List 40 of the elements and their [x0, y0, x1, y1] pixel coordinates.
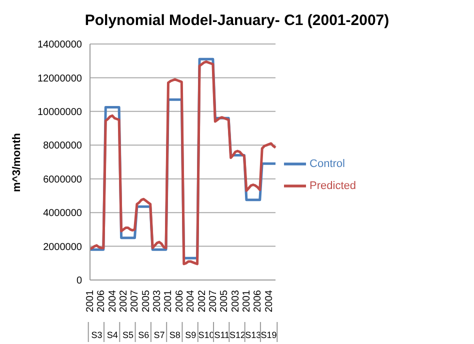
- text: S12: [230, 330, 246, 340]
- y-tick-label: 10000000: [38, 106, 82, 118]
- text: S10: [198, 330, 214, 340]
- text: S3: [91, 330, 102, 340]
- x-tick-label: 2002: [196, 290, 208, 312]
- x-tick-label: 2002: [118, 290, 130, 312]
- text: S8: [169, 330, 180, 340]
- y-tick-label: 6000000: [43, 174, 82, 186]
- text: S19: [260, 330, 277, 340]
- legend-label: Control: [310, 158, 345, 170]
- x-tick-label: 2003: [152, 290, 164, 312]
- x-tick-label: 2007: [208, 290, 219, 312]
- x-tick-label: 2004: [186, 290, 197, 312]
- text: S11: [214, 330, 230, 340]
- text: S6: [138, 330, 150, 340]
- x-tick-label: 2003: [230, 290, 242, 312]
- x-tick-label: 2007: [130, 290, 141, 312]
- y-tick-label: 4000000: [43, 208, 82, 220]
- y-tick-label: 14000000: [38, 40, 82, 51]
- y-tick-label: 0: [76, 276, 82, 287]
- text: S5: [122, 330, 134, 340]
- x-tick-label: 2001: [241, 290, 252, 312]
- x-tick-label: 2006: [174, 290, 186, 312]
- y-tick-label: 8000000: [43, 140, 82, 152]
- x-tick-label: 2004: [107, 290, 118, 312]
- text: S9: [185, 330, 196, 340]
- x-tick-label: 2001: [163, 290, 174, 312]
- text: S4: [106, 330, 118, 340]
- x-tick-label: 2006: [96, 290, 108, 312]
- y-axis-title: m^3/month: [10, 132, 23, 192]
- x-tick-label: 2001: [85, 290, 96, 312]
- legend-label: Predicted: [310, 180, 356, 192]
- x-tick-label: 2004: [264, 290, 275, 312]
- chart-title: Polynomial Model-January- C1 (2001-2007): [84, 12, 390, 29]
- x-tick-label: 2005: [140, 290, 152, 312]
- text: S7: [154, 330, 165, 340]
- y-tick-label: 2000000: [43, 242, 82, 253]
- x-tick-label: 2006: [252, 290, 264, 312]
- y-tick-label: 12000000: [38, 73, 82, 84]
- x-tick-label: 2005: [219, 290, 230, 312]
